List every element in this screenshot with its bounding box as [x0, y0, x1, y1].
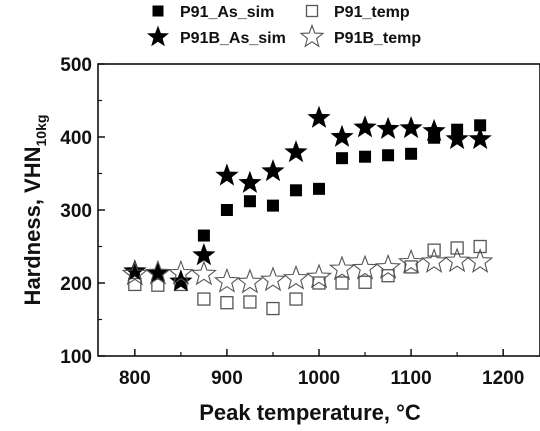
data-point: [146, 260, 170, 283]
legend-label: P91_As_sim: [180, 4, 274, 21]
data-point: [243, 195, 256, 208]
y-axis: 100 200 300 400 500: [60, 55, 105, 368]
data-point: [144, 259, 172, 285]
data-point: [381, 269, 395, 283]
data-point: [374, 253, 402, 279]
y-axis-title-main: Hardness, VHN: [20, 146, 45, 305]
legend: P91_As_sim P91_temp P91B_As_sim P91B_temp: [147, 4, 421, 48]
data-point: [220, 296, 234, 310]
data-point: [220, 204, 233, 216]
x-tick-label: 900: [211, 368, 243, 389]
y-tick-label: 200: [60, 274, 92, 295]
x-tick-label: 1200: [482, 368, 524, 389]
data-point: [215, 163, 239, 186]
data-point: [382, 149, 395, 162]
data-point: [305, 263, 333, 289]
y-axis-title: Hardness, VHN10kg: [20, 115, 49, 306]
data-point: [468, 127, 492, 150]
data-point: [336, 152, 349, 165]
data-point: [328, 255, 356, 281]
data-point: [312, 276, 326, 290]
data-point: [473, 239, 487, 254]
x-tick-label: 800: [119, 368, 151, 389]
data-point: [167, 259, 195, 285]
x-axis-title: Peak temperature, °C: [199, 400, 421, 425]
data-point: [282, 264, 310, 290]
legend-label: P91B_temp: [334, 30, 421, 47]
data-point: [123, 259, 147, 282]
legend-label: P91_temp: [334, 4, 410, 21]
data-point: [420, 248, 448, 273]
data-point: [259, 266, 287, 292]
data-point: [353, 115, 377, 138]
data-point: [307, 105, 331, 128]
x-tick-label: 1000: [298, 368, 340, 389]
data-point: [289, 292, 303, 306]
data-point: [358, 275, 372, 289]
plot-area: [121, 105, 494, 316]
data-point: [284, 140, 308, 163]
data-point: [359, 150, 372, 163]
x-axis: 800 900 1000 1100 1200: [119, 349, 524, 389]
data-point: [238, 170, 262, 193]
legend-marker: [152, 5, 164, 17]
series-P91B_temp: [121, 247, 494, 294]
data-point: [192, 243, 216, 266]
series-P91B_As_sim: [123, 105, 492, 292]
y-axis-title-subscript: 10kg: [33, 115, 49, 147]
data-point: [128, 277, 142, 292]
data-point: [474, 119, 487, 132]
data-point: [169, 269, 193, 292]
data-point: [261, 159, 285, 182]
legend-label: P91B_As_sim: [180, 30, 286, 47]
legend-marker: [147, 25, 169, 47]
data-point: [405, 147, 418, 160]
data-point: [197, 292, 211, 306]
data-point: [197, 229, 210, 242]
data-point: [399, 116, 423, 139]
data-point: [243, 295, 257, 309]
y-tick-label: 100: [60, 347, 92, 368]
data-point: [351, 254, 379, 280]
data-point: [266, 301, 280, 316]
y-tick-label: 400: [60, 128, 92, 149]
y-tick-label: 500: [60, 55, 92, 76]
data-point: [330, 124, 354, 147]
data-point: [397, 248, 425, 274]
data-point: [466, 248, 494, 273]
data-point: [121, 260, 149, 286]
data-point: [335, 276, 349, 290]
data-point: [289, 184, 302, 197]
data-point: [443, 247, 471, 273]
legend-marker: [299, 23, 325, 48]
legend-marker: [305, 4, 319, 18]
y-tick-label: 300: [60, 201, 92, 222]
data-point: [376, 116, 400, 139]
data-point: [445, 127, 469, 150]
data-point: [213, 267, 241, 293]
data-point: [190, 260, 218, 286]
data-point: [266, 199, 279, 212]
x-tick-label: 1100: [390, 368, 431, 389]
data-point: [422, 118, 446, 142]
data-point: [313, 182, 325, 195]
data-point: [236, 268, 264, 294]
